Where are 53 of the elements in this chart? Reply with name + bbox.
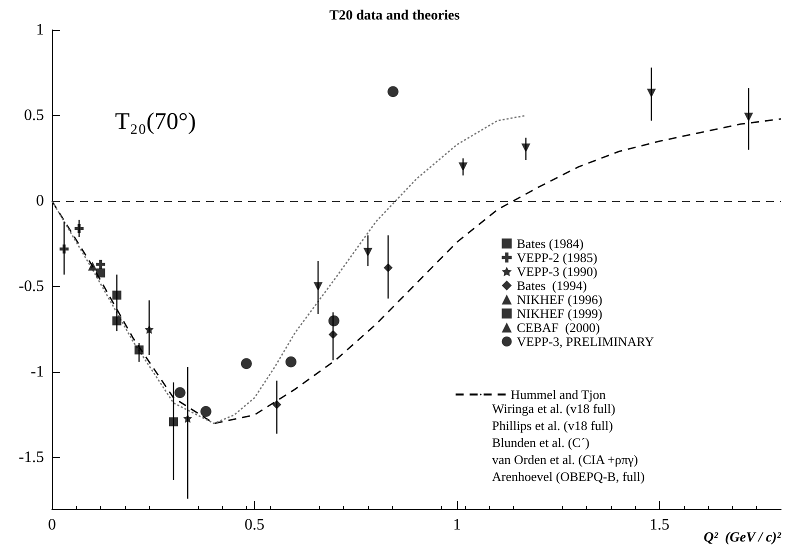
legend-label: VEPP-3, PRELIMINARY	[516, 334, 655, 349]
legend-label: VEPP-3 (1990)	[516, 264, 598, 279]
annotation: Blunden et al. (C´)	[492, 435, 590, 450]
legend-label: Bates (1984)	[516, 236, 584, 251]
point	[183, 414, 192, 423]
y-tick-label: -1	[30, 364, 44, 381]
y-tick-label: -1.5	[18, 449, 44, 466]
point	[388, 86, 399, 98]
point	[272, 400, 282, 410]
legend-label: CEBAF (2000)	[516, 320, 600, 335]
y-tick-label: 0.5	[24, 107, 44, 124]
point	[174, 387, 186, 398]
point	[240, 358, 252, 370]
x-axis-title: Q² (GeV / c)²	[704, 530, 782, 545]
point	[314, 282, 323, 292]
point	[285, 356, 296, 368]
annotation: Wiringa et al. (v18 full)	[492, 401, 616, 416]
point	[144, 324, 154, 334]
point	[74, 224, 84, 233]
point	[458, 162, 468, 172]
point	[96, 268, 106, 278]
point	[521, 144, 530, 153]
point	[60, 244, 69, 254]
point	[112, 290, 122, 300]
point	[112, 316, 122, 326]
annotation: van Orden et al. (CIA +ρπγ)	[492, 452, 638, 467]
point	[96, 260, 106, 269]
point	[169, 417, 178, 426]
legend-label: NIKHEF (1996)	[516, 292, 602, 307]
legend-label: Bates (1994)	[516, 278, 587, 293]
legend-label: NIKHEF (1999)	[516, 306, 602, 321]
y-tick-label: 1	[36, 22, 44, 38]
y-tick-label: 0	[36, 192, 44, 210]
legend-label: Hummel and Tjon	[510, 387, 606, 402]
annotation: T₂₀(70°)	[115, 109, 196, 135]
point	[328, 330, 338, 340]
x-tick-label: 0	[48, 516, 56, 534]
point	[384, 263, 393, 272]
x-tick-label: 0.5	[244, 516, 264, 534]
point	[200, 406, 212, 417]
annotation: Phillips et al. (v18 full)	[492, 418, 613, 433]
annotation: Arenhoevel (OBEPQ-B, full)	[492, 469, 645, 484]
point	[88, 262, 97, 271]
point	[646, 88, 656, 98]
x-tick-label: 1.5	[650, 516, 670, 534]
point	[328, 315, 340, 326]
chart-title: T20 data and theories	[329, 8, 460, 24]
point	[363, 248, 372, 257]
point	[744, 112, 754, 122]
legend-label: VEPP-2 (1985)	[516, 250, 598, 265]
y-tick-label: -0.5	[18, 278, 44, 296]
x-tick-label: 1	[453, 516, 461, 534]
point	[134, 345, 144, 354]
